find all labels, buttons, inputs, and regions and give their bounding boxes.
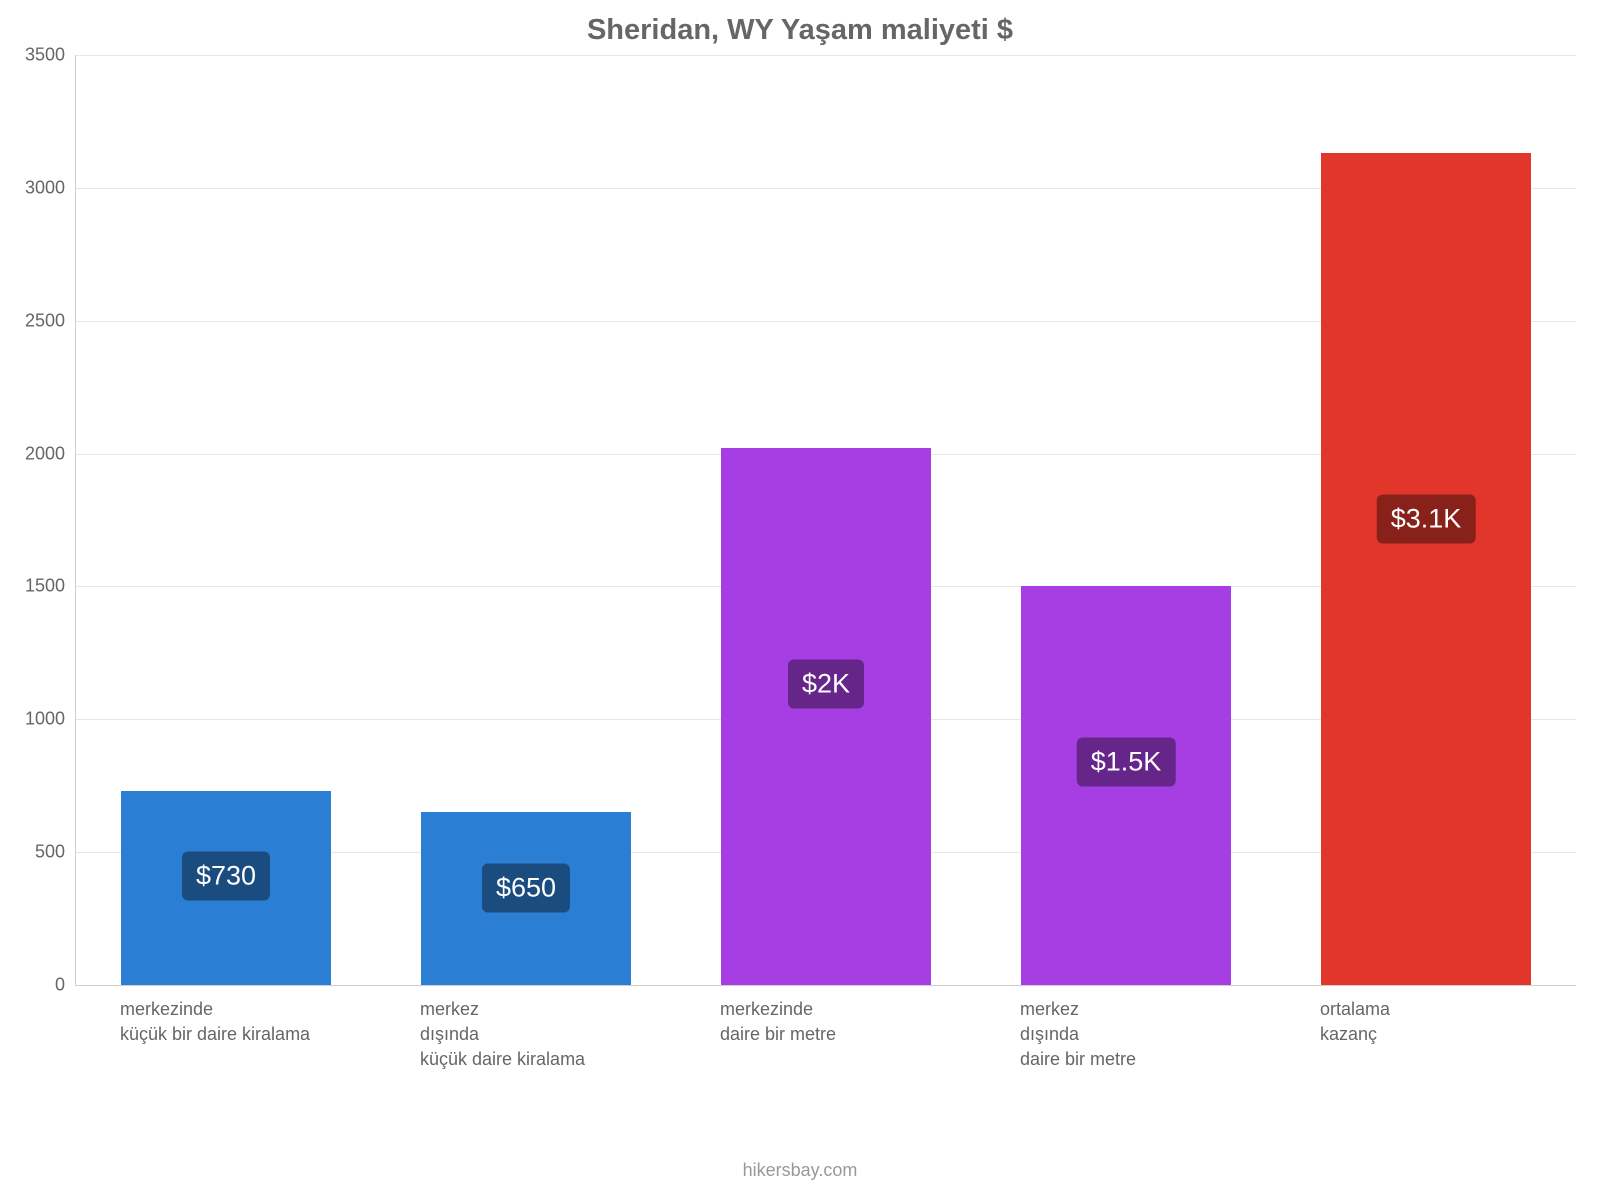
y-tick-label: 1000 [0,709,65,730]
bar-value-label: $650 [482,864,570,913]
y-tick-label: 3500 [0,45,65,66]
bar-value-label: $2K [788,660,864,709]
x-tick-label: merkezinde daire bir metre [720,997,1020,1047]
y-tick-label: 0 [0,975,65,996]
bar [1321,153,1531,985]
x-tick-label: merkez dışında küçük daire kiralama [420,997,720,1072]
plot-area: $730 $650 $2K $1.5K $3.1K [75,55,1576,986]
y-tick-label: 2000 [0,443,65,464]
x-tick-label: merkez dışında daire bir metre [1020,997,1320,1072]
y-tick-label: 2500 [0,310,65,331]
chart-container: Sheridan, WY Yaşam maliyeti $ $730 $650 $2… [0,0,1600,1200]
y-tick-label: 3000 [0,177,65,198]
y-tick-label: 500 [0,842,65,863]
x-tick-label: ortalama kazanç [1320,997,1600,1047]
bars-layer: $730 $650 $2K $1.5K $3.1K [76,55,1576,985]
bar [721,448,931,985]
x-tick-label: merkezinde küçük bir daire kiralama [120,997,420,1047]
chart-title: Sheridan, WY Yaşam maliyeti $ [0,14,1600,47]
source-credit: hikersbay.com [0,1160,1600,1181]
y-tick-label: 1500 [0,576,65,597]
bar-value-label: $3.1K [1377,495,1476,544]
bar-value-label: $730 [182,852,270,901]
bar-value-label: $1.5K [1077,737,1176,786]
